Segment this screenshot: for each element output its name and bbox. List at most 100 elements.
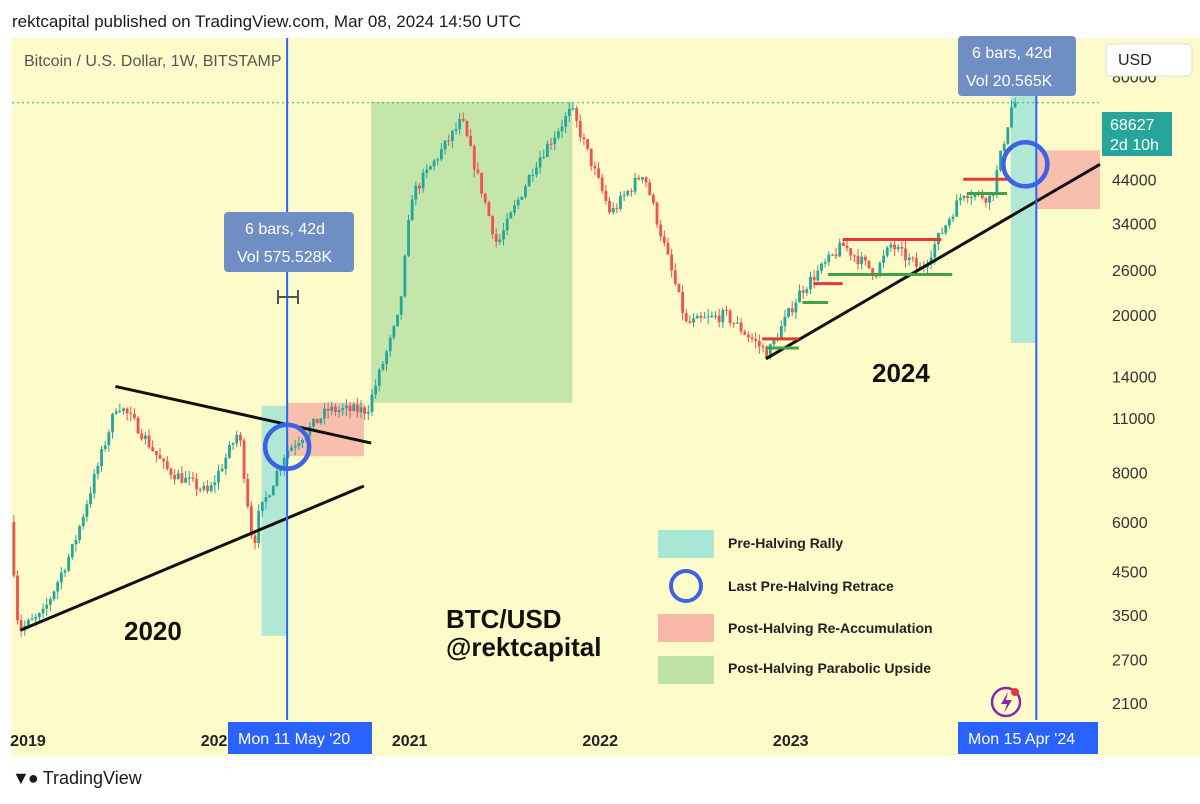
- candle-body-151: [564, 115, 568, 127]
- candle-body-208: [772, 339, 776, 345]
- candle-body-251: [929, 257, 933, 264]
- candle-body-269: [995, 170, 999, 194]
- candle-body-200: [743, 331, 747, 335]
- candle-body-145: [542, 156, 546, 158]
- candle-body-261: [966, 195, 970, 198]
- candle-body-147: [549, 143, 553, 145]
- candle-body-176: [655, 202, 659, 225]
- candle-body-31: [125, 408, 129, 414]
- candle-body-62: [239, 434, 242, 441]
- candle-body-32: [129, 413, 133, 415]
- date-label-2020: Mon 11 May '20: [228, 722, 372, 754]
- candle-body-94: [355, 404, 359, 413]
- candle-body-172: [641, 177, 644, 180]
- candle-body-45: [176, 473, 180, 480]
- candle-body-146: [545, 143, 549, 157]
- candle-body-46: [180, 473, 184, 483]
- legend-label-retrace: Last Pre-Halving Retrace: [728, 578, 894, 594]
- candle-body-170: [633, 177, 637, 192]
- candle-body-224: [831, 254, 834, 256]
- candle-body-217: [805, 289, 809, 293]
- candle-body-58: [224, 457, 228, 469]
- y-tick-label-5: 14000: [1112, 369, 1157, 386]
- candle-body-248: [918, 266, 922, 268]
- candle-body-90: [341, 408, 345, 411]
- candle-body-174: [648, 182, 652, 196]
- candle-body-115: [432, 160, 436, 167]
- candle-body-148: [553, 137, 557, 145]
- candle-body-260: [962, 195, 966, 198]
- candle-body-13: [59, 572, 63, 583]
- candle-body-24: [100, 449, 103, 467]
- candle-body-28: [114, 411, 118, 414]
- candle-body-237: [878, 262, 882, 276]
- assistant-icon[interactable]: [990, 686, 1022, 718]
- candle-body-240: [889, 244, 893, 248]
- y-tick-label-6: 11000: [1112, 411, 1155, 428]
- date-label-2024-text: Mon 15 Apr '24: [968, 731, 1075, 748]
- candle-body-98: [370, 394, 374, 412]
- tradingview-brand: ▼● TradingView: [12, 768, 142, 789]
- candle-body-99: [374, 385, 378, 395]
- candle-body-156: [582, 137, 586, 140]
- candle-body-110: [414, 185, 418, 200]
- candle-body-258: [955, 200, 959, 217]
- candle-body-215: [798, 290, 801, 303]
- candle-body-78: [297, 443, 301, 446]
- candle-body-111: [418, 185, 421, 189]
- zone-parabolic-2: [371, 101, 573, 403]
- currency-button[interactable]: [1105, 43, 1193, 77]
- trendline-0: [19, 484, 365, 632]
- candle-body-103: [388, 337, 392, 352]
- candle-body-244: [904, 248, 907, 261]
- candle-body-257: [951, 216, 955, 220]
- measure-2024-bars: 6 bars, 42d: [972, 45, 1052, 62]
- candle-body-171: [637, 177, 641, 180]
- measure-tool-icon: [277, 290, 299, 304]
- current-price-label: 68627: [1110, 117, 1155, 134]
- candle-body-55: [213, 482, 217, 486]
- candle-body-190: [706, 316, 710, 318]
- candle-body-181: [673, 270, 677, 284]
- candle-body-74: [282, 457, 286, 469]
- candle-body-182: [677, 283, 681, 292]
- candle-body-67: [257, 510, 261, 544]
- candle-body-52: [202, 485, 206, 490]
- candle-body-113: [425, 169, 429, 173]
- candle-body-39: [154, 450, 158, 456]
- candle-body-206: [765, 347, 769, 358]
- publish-header: rektcapital published on TradingView.com…: [12, 12, 522, 31]
- candle-body-227: [842, 242, 845, 246]
- candle-body-157: [586, 139, 589, 149]
- candle-body-198: [736, 322, 739, 324]
- candle-body-30: [122, 408, 125, 412]
- legend-swatch-retrace: [669, 569, 703, 603]
- candle-body-188: [699, 315, 703, 318]
- candle-body-246: [911, 257, 915, 259]
- legend-label-parabolic: Post-Halving Parabolic Upside: [728, 660, 931, 676]
- candle-body-202: [750, 337, 754, 340]
- candle-body-225: [834, 254, 838, 257]
- candle-body-14: [63, 570, 67, 573]
- candle-body-20: [85, 504, 89, 517]
- candle-body-48: [187, 477, 191, 479]
- candle-body-10: [48, 599, 52, 605]
- candle-body-34: [136, 417, 140, 434]
- symbol-label: Bitcoin / U.S. Dollar, 1W, BITSTAMP: [24, 53, 282, 70]
- x-tick-label-3: 2022: [582, 733, 618, 750]
- measure-box-2024: 6 bars, 42d Vol 20.565K: [958, 36, 1076, 96]
- candle-body-160: [597, 168, 600, 178]
- candle-body-84: [319, 418, 323, 424]
- candle-body-132: [494, 234, 498, 242]
- candle-body-184: [684, 313, 688, 322]
- candle-body-211: [783, 316, 787, 327]
- candle-body-129: [483, 193, 487, 203]
- candle-body-88: [334, 406, 337, 413]
- price-badge: 68627 2d 10h: [1102, 112, 1172, 156]
- candle-body-152: [567, 108, 571, 116]
- candle-body-33: [133, 414, 136, 418]
- candle-body-158: [589, 148, 593, 167]
- measure-2024-vol: Vol 20.565K: [966, 73, 1053, 90]
- candle-body-270: [999, 150, 1002, 171]
- candle-body-204: [757, 340, 761, 347]
